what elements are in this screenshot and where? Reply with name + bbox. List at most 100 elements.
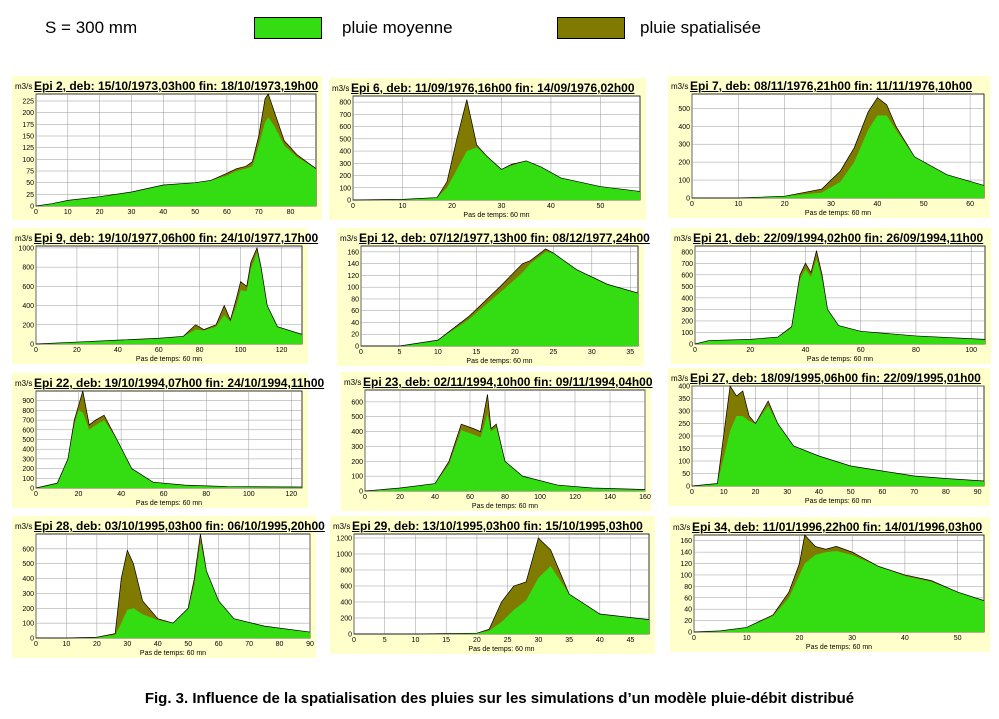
- x-tick-label: 40: [547, 203, 555, 210]
- chart-svg: 0 20 40 60 80 100 0 100 200 300 400 500 600 700 800 Pas…: [681, 245, 986, 363]
- hydrograph-panel: Epi 6, deb: 11/09/1976,16h00 fin: 14/09/…: [329, 78, 646, 220]
- series-area-moyenne: [365, 413, 645, 491]
- y-tick-label: 300: [22, 591, 34, 598]
- x-tick-label: 30: [128, 209, 136, 216]
- x-tick-label: 40: [802, 347, 810, 354]
- y-tick-label: 0: [30, 486, 34, 493]
- x-tick-label: 0: [351, 203, 355, 210]
- x-tick-label: 20: [781, 201, 789, 208]
- series-area-moyenne: [354, 566, 649, 634]
- y-tick-label: 100: [347, 285, 359, 292]
- x-tick-label: 80: [942, 489, 950, 496]
- y-tick-label: 500: [678, 106, 690, 113]
- x-tick-label: 80: [912, 347, 920, 354]
- x-tick-label: 0: [692, 635, 696, 642]
- series-area-moyenne: [695, 258, 985, 344]
- x-tick-label: 30: [123, 641, 131, 648]
- x-tick-label: 20: [396, 494, 404, 501]
- x-tick-label: 90: [974, 489, 982, 496]
- hydrograph-panel: Epi 29, deb: 13/10/1995,03h00 fin: 15/10…: [330, 516, 655, 654]
- series-line-spatialisee: [694, 250, 986, 345]
- x-tick-label: 5: [383, 637, 387, 644]
- x-tick-label: 50: [847, 489, 855, 496]
- chart-title: Epi 27, deb: 18/09/1995,06h00 fin: 22/09…: [690, 371, 981, 385]
- y-tick-label: 800: [681, 249, 693, 256]
- x-axis-label: Pas de temps: 60 mn: [807, 356, 873, 363]
- y-tick-label: 400: [681, 295, 693, 302]
- series-line-spatialisee: [354, 537, 650, 635]
- series-line-spatialisee: [693, 534, 985, 633]
- y-tick-label: 400: [22, 576, 34, 583]
- chart-title: Epi 2, deb: 15/10/1973,03h00 fin: 18/10/…: [34, 79, 319, 93]
- x-tick-label: 5: [398, 349, 402, 356]
- y-tick-label: 60: [351, 308, 359, 315]
- y-axis-unit: m3/s: [674, 234, 692, 243]
- hydrograph-panel: Epi 12, deb: 07/12/1977,13h00 fin: 08/12…: [337, 228, 650, 366]
- x-tick-label: 120: [286, 491, 298, 498]
- y-tick-label: 300: [681, 307, 693, 314]
- x-tick-label: 40: [159, 209, 167, 216]
- y-tick-label: 600: [22, 546, 34, 553]
- y-tick-label: 120: [347, 273, 359, 280]
- series-area-moyenne: [361, 251, 638, 346]
- y-tick-label: 200: [339, 173, 351, 180]
- x-tick-label: 40: [901, 635, 909, 642]
- chart-title: Epi 7, deb: 08/11/1976,21h00 fin: 11/11/…: [690, 79, 973, 93]
- y-tick-label: 700: [681, 261, 693, 268]
- x-tick-label: 20: [75, 491, 83, 498]
- x-tick-label: 10: [63, 641, 71, 648]
- y-tick-label: 800: [22, 265, 34, 272]
- x-tick-label: 50: [184, 641, 192, 648]
- y-axis-unit: m3/s: [344, 378, 362, 387]
- hydrograph-panel: Epi 22, deb: 19/10/1994,07h00 fin: 24/10…: [12, 373, 324, 508]
- y-tick-label: 100: [339, 185, 351, 192]
- y-tick-label: 1000: [18, 245, 34, 252]
- series-area-moyenne: [36, 252, 302, 344]
- x-tick-label: 15: [473, 349, 481, 356]
- y-tick-label: 60: [684, 595, 692, 602]
- x-tick-label: 30: [848, 635, 856, 642]
- y-tick-label: 400: [340, 600, 352, 607]
- y-tick-label: 75: [26, 169, 34, 176]
- y-tick-label: 700: [339, 112, 351, 119]
- x-tick-label: 30: [534, 637, 542, 644]
- series-area-moyenne: [692, 406, 984, 486]
- chart-title: Epi 9, deb: 19/10/1977,06h00 fin: 24/10/…: [34, 231, 319, 245]
- x-tick-label: 50: [920, 201, 928, 208]
- x-tick-label: 35: [626, 349, 634, 356]
- y-tick-label: 300: [22, 456, 34, 463]
- y-axis-unit: m3/s: [15, 234, 33, 243]
- x-tick-label: 10: [434, 349, 442, 356]
- y-tick-label: 0: [30, 204, 34, 211]
- x-tick-label: 20: [752, 489, 760, 496]
- series-line-spatialisee: [35, 246, 303, 345]
- x-tick-label: 0: [34, 209, 38, 216]
- x-tick-label: 100: [965, 347, 977, 354]
- x-tick-label: 60: [155, 347, 163, 354]
- series-line-spatialisee: [35, 390, 303, 489]
- x-tick-label: 45: [627, 637, 635, 644]
- y-tick-label: 500: [351, 414, 363, 421]
- x-tick-label: 20: [73, 347, 81, 354]
- series-area-moyenne: [692, 115, 984, 198]
- x-tick-label: 100: [243, 491, 255, 498]
- y-tick-label: 200: [22, 322, 34, 329]
- x-axis-label: Pas de temps: 60 mn: [140, 650, 206, 657]
- x-tick-label: 20: [796, 635, 804, 642]
- chart-title: Epi 6, deb: 11/09/1976,16h00 fin: 14/09/…: [351, 81, 635, 95]
- series-area-moyenne: [36, 117, 316, 206]
- x-tick-label: 40: [596, 637, 604, 644]
- y-tick-label: 20: [684, 618, 692, 625]
- y-tick-label: 0: [30, 636, 34, 643]
- x-tick-label: 0: [34, 347, 38, 354]
- x-tick-label: 70: [910, 489, 918, 496]
- y-tick-label: 300: [351, 444, 363, 451]
- x-tick-label: 60: [160, 491, 168, 498]
- x-tick-label: 25: [549, 349, 557, 356]
- x-tick-label: 10: [412, 637, 420, 644]
- y-tick-label: 225: [22, 99, 34, 106]
- y-tick-label: 125: [22, 145, 34, 152]
- x-tick-label: 60: [879, 489, 887, 496]
- hydrograph-panel: Epi 9, deb: 19/10/1977,06h00 fin: 24/10/…: [12, 228, 318, 364]
- chart-svg: 0 20 40 60 80 100 120 140 160 0 100 200 300 400 500 600…: [351, 389, 651, 510]
